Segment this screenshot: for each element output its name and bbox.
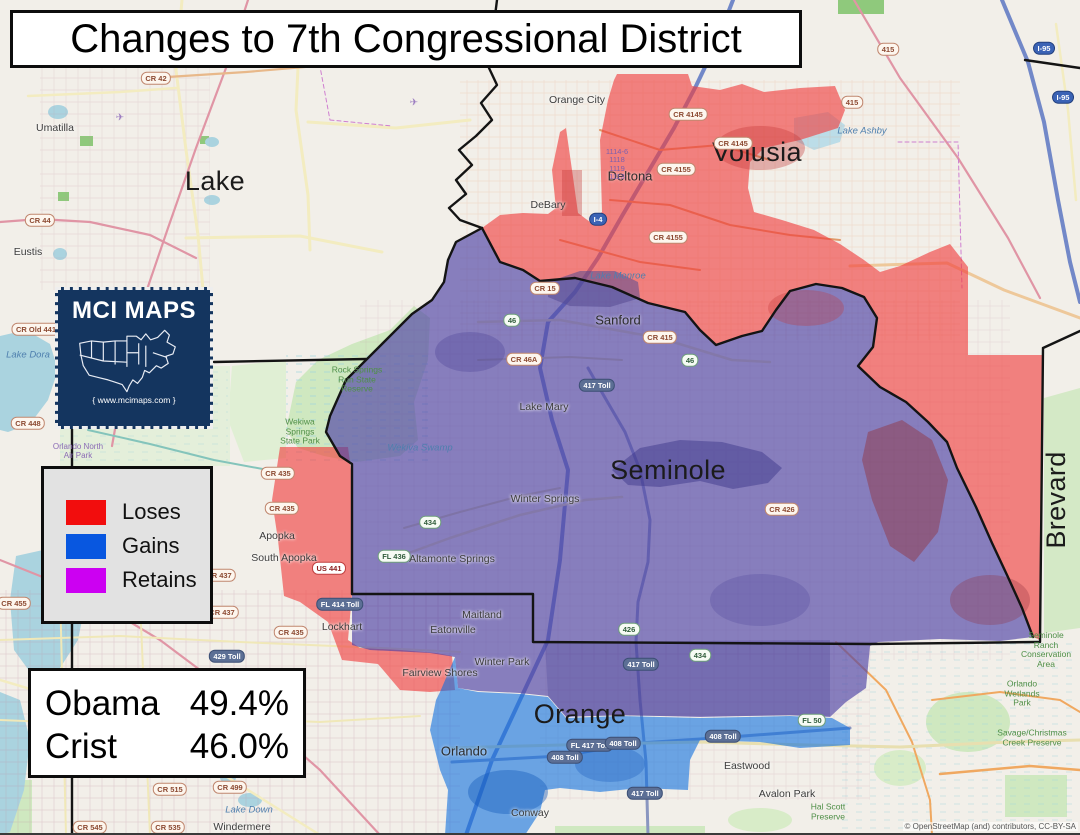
legend-swatch (66, 499, 106, 525)
logo-title: MCI MAPS (72, 297, 196, 324)
title-box: Changes to 7th Congressional District (10, 10, 802, 68)
legend-row: Loses (66, 495, 210, 529)
lake-monroe (548, 271, 640, 307)
logo-url: { www.mcimaps.com } (92, 395, 176, 405)
result-row: Obama 49.4% (45, 683, 289, 726)
legend-label: Gains (122, 533, 180, 558)
attribution: © OpenStreetMap (and) contributors, CC-B… (902, 822, 1078, 831)
candidate-name: Crist (45, 726, 117, 766)
map-bottom-edge (0, 833, 1080, 835)
lake-jesup (612, 440, 782, 489)
lake-harney (862, 420, 948, 562)
legend-items: Loses Gains Retains (66, 495, 210, 597)
legend-box: Loses Gains Retains (41, 466, 213, 624)
legend-row: Gains (66, 529, 210, 563)
usa-outline-icon (79, 329, 176, 393)
legend-label: Loses (122, 499, 181, 524)
legend-label: Retains (122, 567, 197, 592)
page-title: Changes to 7th Congressional District (70, 16, 742, 61)
loses-region-north (482, 74, 1043, 640)
legend-swatch (66, 533, 106, 559)
county-boundaries (70, 0, 1080, 835)
loses-region-west (272, 447, 455, 692)
results-box: Obama 49.4% Crist 46.0% (28, 668, 306, 778)
candidate-name: Obama (45, 684, 160, 723)
result-row: Crist 46.0% (45, 726, 289, 769)
mcimaps-logo: MCI MAPS { www.mcimaps.com } (55, 287, 213, 429)
legend-swatch (66, 567, 106, 593)
legend-row: Retains (66, 563, 210, 597)
candidate-percentage: 46.0% (189, 726, 289, 766)
candidate-percentage: 49.4% (189, 684, 289, 723)
